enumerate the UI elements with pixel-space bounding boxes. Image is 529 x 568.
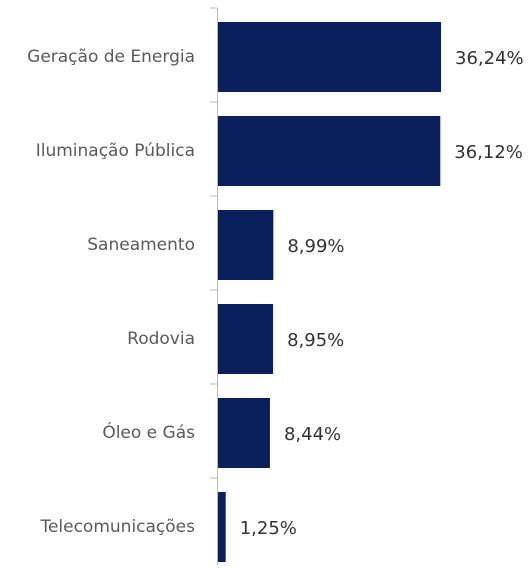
category-label: Rodovia xyxy=(127,329,195,349)
bar xyxy=(218,492,226,562)
value-label: 36,24% xyxy=(455,48,524,69)
value-label: 36,12% xyxy=(454,142,523,163)
category-label: Iluminação Pública xyxy=(36,141,195,161)
value-label: 8,99% xyxy=(287,236,344,257)
category-label: Telecomunicações xyxy=(39,517,195,537)
bar xyxy=(218,398,270,468)
value-label: 8,44% xyxy=(284,424,341,445)
value-label: 1,25% xyxy=(240,518,297,539)
bar xyxy=(218,210,274,280)
bar xyxy=(218,22,442,92)
category-label: Óleo e Gás xyxy=(102,421,195,443)
value-label: 8,95% xyxy=(287,330,344,351)
category-label: Saneamento xyxy=(87,235,195,255)
bar xyxy=(218,304,274,374)
category-label: Geração de Energia xyxy=(27,47,195,67)
bar xyxy=(218,116,441,186)
